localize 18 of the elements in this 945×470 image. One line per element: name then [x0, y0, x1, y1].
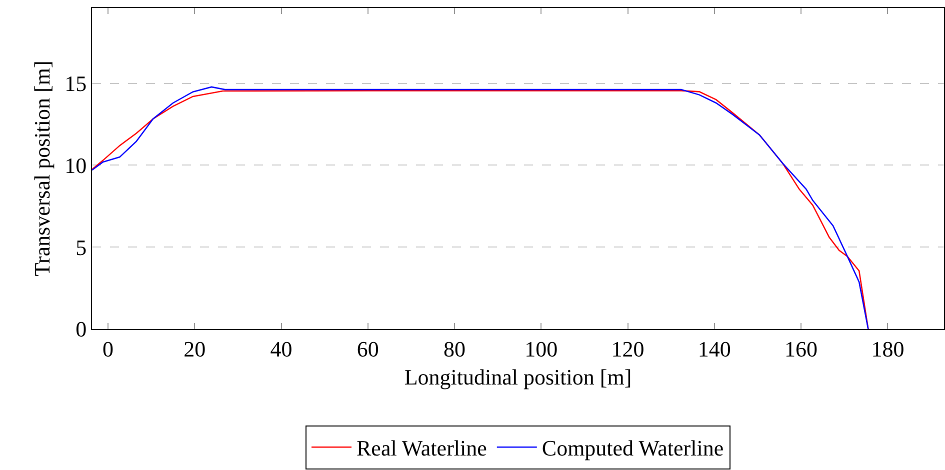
y-tick-label: 5 [76, 234, 87, 260]
legend-label: Real Waterline [356, 436, 487, 461]
x-tick-label: 100 [524, 336, 558, 362]
x-tick-label: 40 [270, 336, 292, 362]
x-tick-label: 120 [611, 336, 644, 362]
y-tick-label: 0 [76, 316, 87, 342]
y-tick-label: 15 [64, 71, 87, 96]
x-tick-label: 80 [444, 336, 466, 362]
x-tick-label: 60 [356, 336, 379, 362]
legend-label: Computed Waterline [542, 436, 724, 461]
x-tick-label: 160 [784, 336, 818, 362]
y-tick-label: 10 [64, 152, 87, 178]
x-tick-label: 20 [184, 336, 206, 362]
x-tick-label: 140 [698, 336, 731, 362]
y-axis-title: Transversal position [m] [29, 60, 54, 276]
x-tick-label: 180 [871, 336, 904, 362]
x-axis-title: Longitudinal position [m] [404, 364, 632, 390]
x-tick-label: 0 [102, 336, 114, 362]
